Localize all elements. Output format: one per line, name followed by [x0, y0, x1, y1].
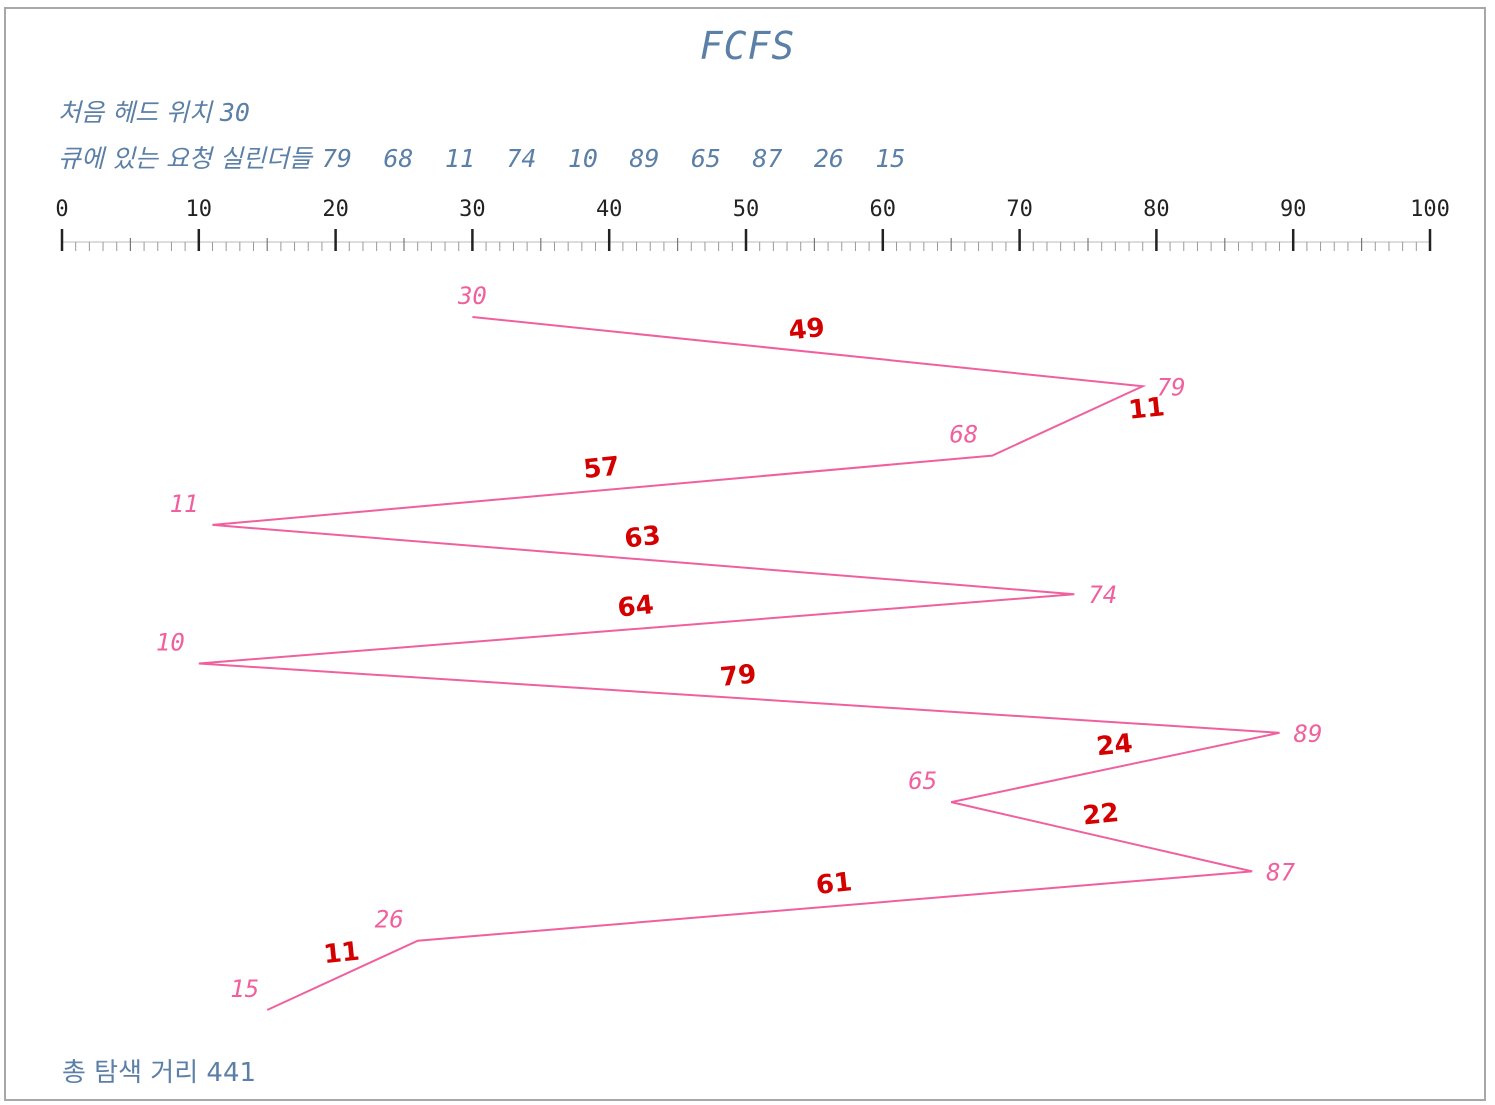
- segment-distance-annotation: 11: [1127, 392, 1166, 426]
- ruler-tick-label: 10: [186, 197, 213, 222]
- ruler-tick-label: 100: [1410, 197, 1450, 222]
- queue-item: 74: [506, 144, 537, 173]
- segment-distance-annotation: 64: [616, 590, 655, 624]
- seek-point-label: 65: [908, 767, 937, 795]
- figure-frame: [4, 7, 1486, 1101]
- chart-title: FCFS: [699, 24, 796, 68]
- queue-item: 89: [629, 144, 660, 173]
- seek-point-label: 10: [156, 629, 185, 657]
- queue-item: 65: [690, 144, 721, 173]
- segment-distance-annotation: 11: [322, 937, 361, 971]
- segment-distance-annotation: 61: [815, 867, 854, 901]
- seek-path-line: [198, 316, 1280, 1011]
- seek-point-label: 30: [457, 282, 487, 310]
- queue-item: 26: [813, 144, 844, 173]
- queue-item: 79: [321, 144, 352, 173]
- initial-head-line: 처음 헤드 위치 30: [58, 93, 250, 129]
- total-seek-label: 총 탐색 거리: [62, 1058, 199, 1088]
- segment-distance-annotation: 63: [623, 521, 662, 555]
- ruler-tick-label: 80: [1143, 197, 1170, 222]
- segment-distance-annotation: 57: [582, 451, 621, 485]
- segment-distance-annotation: 22: [1081, 798, 1120, 832]
- seek-point-label: 26: [375, 906, 404, 934]
- total-seek-value: 441: [206, 1058, 257, 1088]
- seek-point-label: 87: [1266, 858, 1295, 886]
- queue-item: 10: [567, 144, 598, 173]
- ruler-tick-label: 30: [459, 197, 486, 222]
- segment-distance-annotation: 79: [719, 659, 758, 693]
- ruler-tick-label: 0: [55, 197, 68, 222]
- ruler-tick-label: 40: [596, 197, 623, 222]
- queue-item: 87: [752, 144, 783, 173]
- total-seek-distance: 총 탐색 거리 441: [62, 1052, 256, 1089]
- request-queue-label: 큐에 있는 요청 실린더들: [58, 144, 312, 173]
- initial-head-value: 30: [219, 98, 250, 127]
- initial-head-label: 처음 헤드 위치: [58, 98, 212, 127]
- seek-point-label: 15: [230, 975, 259, 1003]
- ruler-tick-label: 20: [322, 197, 349, 222]
- seek-point-label: 79: [1157, 373, 1186, 401]
- ruler-tick-label: 90: [1280, 197, 1307, 222]
- request-queue-line: 큐에 있는 요청 실린더들 79 68 11 74 10 89 65 87 26 15: [58, 139, 937, 175]
- ruler-tick-label: 50: [733, 197, 760, 222]
- queue-item: 11: [444, 144, 475, 173]
- ruler-tick-label: 60: [870, 197, 897, 222]
- seek-point-label: 68: [949, 421, 978, 449]
- ruler-tick-label: 70: [1006, 197, 1033, 222]
- segment-distance-annotation: 24: [1095, 729, 1134, 763]
- seek-point-label: 11: [170, 490, 199, 518]
- queue-item: 15: [875, 144, 906, 173]
- queue-item: 68: [383, 144, 414, 173]
- seek-point-label: 89: [1294, 720, 1323, 748]
- segment-distance-annotation: 49: [787, 313, 826, 347]
- seek-point-label: 74: [1088, 581, 1117, 609]
